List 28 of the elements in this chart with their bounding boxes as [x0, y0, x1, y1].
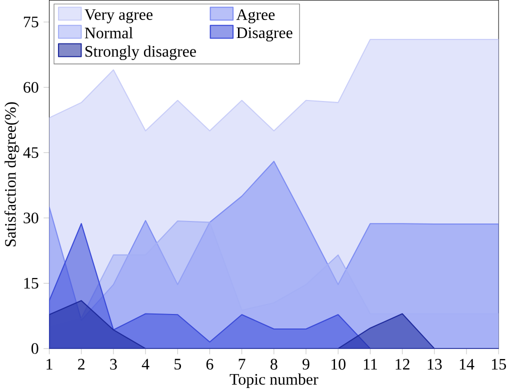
legend-label: Strongly disagree	[85, 45, 196, 60]
x-tick-label: 10	[332, 358, 346, 370]
y-tick-label: 60	[24, 82, 38, 92]
y-tick-label: 45	[23, 147, 38, 158]
x-tick-label: 3	[110, 358, 117, 370]
x-tick-label: 6	[206, 358, 214, 370]
x-tick-label: 4	[142, 358, 150, 370]
x-tick-label: 2	[78, 358, 84, 370]
legend-label: Disagree	[236, 27, 292, 42]
y-tick-label: 30	[24, 212, 38, 224]
x-tick-label: 12	[396, 358, 410, 370]
x-tick-label: 7	[238, 358, 246, 370]
x-tick-label: 1	[46, 358, 52, 370]
x-axis-title: Topic number	[230, 373, 318, 388]
legend-label: Very agree	[84, 9, 152, 24]
y-tick-label: 75	[24, 16, 38, 28]
x-tick-label: 9	[302, 358, 310, 370]
legend-label: Normal	[84, 26, 133, 38]
x-tick-label: 13	[428, 358, 442, 370]
x-tick-label: 8	[270, 358, 278, 370]
legend-label: Agree	[236, 9, 275, 24]
y-tick-label: 0	[32, 342, 38, 354]
x-tick-label: 11	[364, 358, 377, 370]
y-tick-label: 15	[24, 278, 38, 288]
x-tick-label: 5	[174, 358, 182, 370]
x-tick-label: 15	[492, 358, 506, 370]
y-axis-title: Satisfaction degree(%)	[4, 102, 20, 246]
x-tick-label: 14	[460, 358, 474, 370]
